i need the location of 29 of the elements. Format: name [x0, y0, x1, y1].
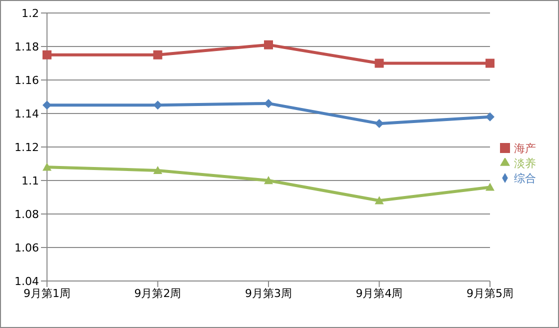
point: [153, 166, 162, 174]
y-tick-label: 1.06: [14, 241, 39, 254]
y-tick-label: 1.14: [14, 107, 39, 120]
legend-label: 综合: [514, 172, 536, 184]
y-tick-label: 1.16: [14, 74, 39, 87]
legend-label: 海产: [514, 142, 536, 154]
point: [374, 58, 384, 68]
x-tick-label: 9月第1周: [24, 286, 70, 300]
point: [486, 182, 494, 191]
point: [264, 40, 273, 50]
x-tick-label: 9月第3周: [245, 286, 292, 300]
x-tick-label: 9月第4周: [356, 286, 403, 300]
x-tick-label: 9月第2周: [134, 286, 182, 300]
point: [42, 50, 52, 60]
point: [264, 176, 273, 184]
point: [42, 100, 52, 110]
point: [42, 162, 52, 171]
y-tick-label: 1.2: [22, 6, 39, 20]
y-tick-label: 1.1: [22, 174, 39, 188]
y-tick-label: 1.04: [14, 274, 39, 288]
x-tick-label: 9月第5周: [466, 286, 514, 300]
point: [486, 58, 494, 68]
y-tick-label: 1.08: [14, 208, 39, 221]
y-tick-label: 1.12: [14, 140, 39, 154]
y-tick-label: 1.18: [14, 40, 39, 54]
point: [374, 196, 384, 204]
point: [486, 112, 494, 122]
legend-label: 淡养: [514, 156, 536, 170]
point: [153, 50, 162, 60]
